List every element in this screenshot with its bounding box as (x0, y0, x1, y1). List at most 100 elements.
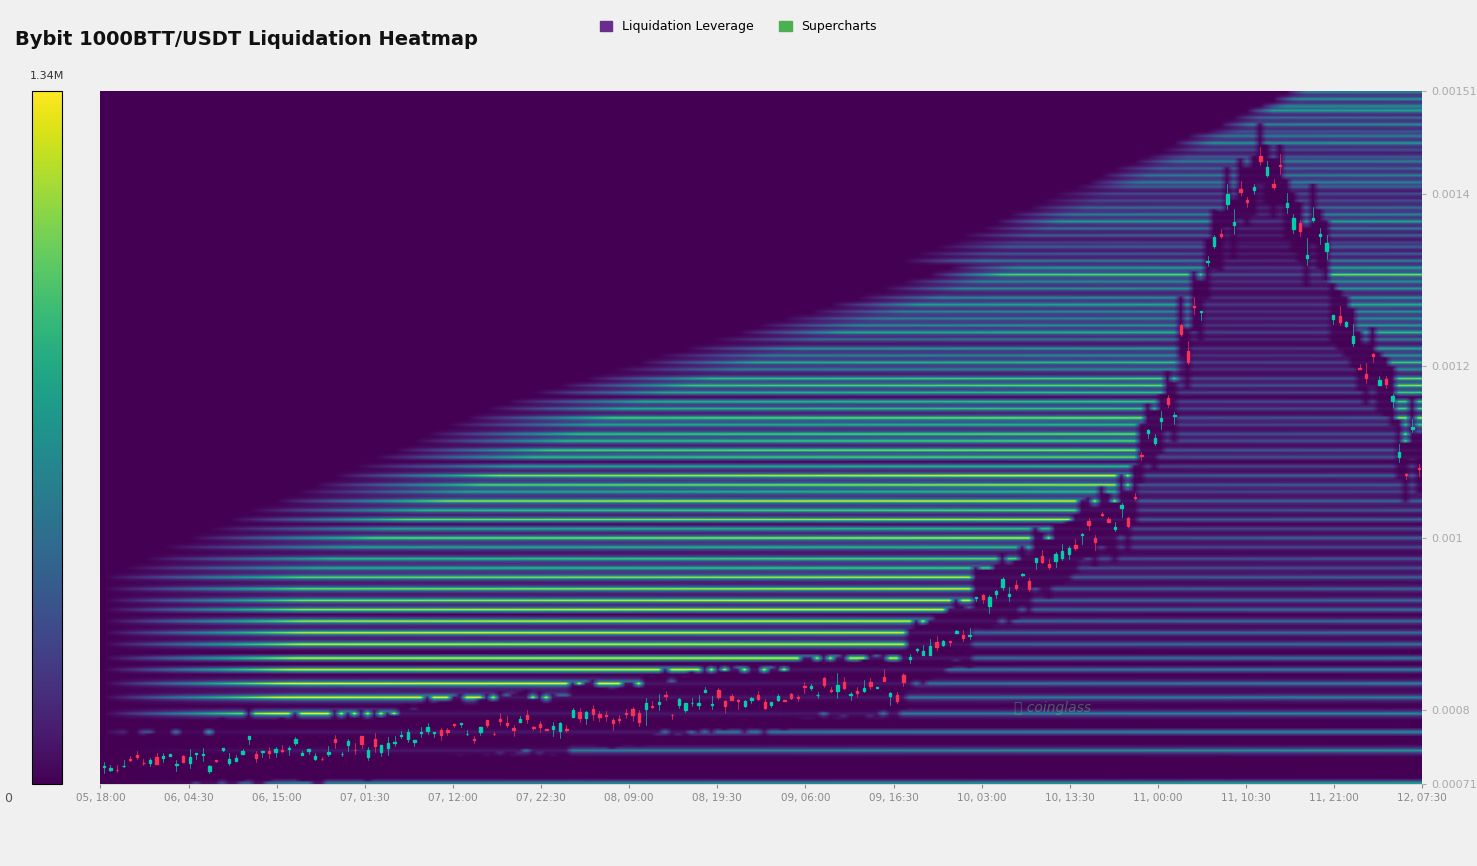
Bar (750, 698, 753, 700)
Bar (1365, 374, 1368, 378)
Bar (315, 756, 316, 759)
Bar (1213, 237, 1216, 247)
Bar (1180, 325, 1182, 333)
Bar (307, 749, 310, 752)
Bar (1154, 438, 1156, 443)
Bar (360, 736, 363, 744)
Bar (545, 729, 548, 730)
Bar (731, 696, 733, 701)
Bar (440, 731, 442, 735)
Bar (1273, 184, 1275, 187)
Bar (697, 702, 700, 705)
Bar (334, 739, 337, 741)
Bar (328, 752, 329, 754)
Bar (1399, 452, 1400, 456)
Bar (777, 696, 778, 700)
Bar (1127, 518, 1130, 526)
Bar (149, 760, 151, 763)
Bar (1114, 527, 1117, 528)
Bar (1055, 554, 1056, 561)
Bar (657, 701, 660, 704)
Bar (1260, 156, 1261, 161)
Bar (1001, 578, 1004, 587)
Bar (863, 688, 866, 691)
Bar (1385, 378, 1387, 384)
Bar (724, 701, 727, 707)
Bar (684, 703, 687, 710)
Bar (883, 677, 885, 681)
Bar (908, 657, 911, 659)
Bar (1312, 218, 1315, 220)
Bar (1372, 353, 1374, 356)
Bar (1351, 336, 1354, 344)
Bar (1359, 368, 1360, 369)
Text: 🌐 coinglass: 🌐 coinglass (1013, 701, 1092, 714)
Bar (764, 702, 767, 708)
Bar (1306, 255, 1307, 258)
Bar (453, 724, 455, 725)
Bar (387, 743, 388, 747)
Bar (830, 689, 832, 691)
Bar (592, 709, 594, 714)
Bar (459, 723, 462, 725)
Bar (948, 642, 951, 643)
Bar (705, 690, 706, 692)
Bar (1279, 165, 1282, 166)
Bar (770, 702, 772, 705)
Bar (182, 756, 185, 762)
Bar (1378, 380, 1381, 385)
Bar (1015, 585, 1018, 588)
Bar (1034, 558, 1037, 561)
Bar (1239, 189, 1242, 191)
Bar (393, 741, 396, 743)
Bar (929, 646, 931, 655)
Bar (631, 709, 634, 715)
Bar (1074, 545, 1077, 548)
Bar (347, 741, 350, 745)
Bar (1319, 235, 1320, 236)
Bar (380, 746, 383, 752)
Bar (518, 719, 521, 721)
Bar (208, 766, 211, 771)
Bar (849, 694, 852, 695)
Bar (374, 739, 375, 746)
Bar (499, 720, 502, 721)
Text: 1.34M: 1.34M (30, 70, 65, 81)
Bar (486, 721, 489, 725)
Bar (744, 701, 746, 707)
Bar (796, 696, 799, 698)
Bar (935, 642, 938, 647)
Bar (281, 750, 284, 751)
Bar (638, 713, 640, 722)
Bar (916, 649, 917, 650)
Bar (446, 730, 449, 733)
Bar (366, 750, 369, 758)
Bar (956, 630, 957, 633)
Bar (406, 732, 409, 739)
Bar (1247, 200, 1248, 203)
Bar (1199, 311, 1202, 312)
Bar (168, 754, 171, 756)
Bar (1148, 430, 1149, 433)
Bar (473, 739, 476, 740)
Bar (414, 740, 415, 742)
Bar (202, 754, 204, 755)
Bar (1140, 455, 1143, 456)
Bar (1252, 187, 1255, 191)
Bar (1009, 594, 1010, 596)
Bar (480, 727, 482, 732)
Bar (598, 714, 601, 717)
Bar (222, 748, 225, 751)
Bar (558, 723, 561, 731)
Bar (982, 595, 984, 599)
Bar (902, 675, 904, 682)
Bar (1068, 548, 1069, 554)
Bar (790, 695, 792, 698)
Bar (1121, 506, 1123, 508)
Bar (611, 721, 614, 723)
Legend: Liquidation Leverage, Supercharts: Liquidation Leverage, Supercharts (595, 15, 882, 38)
Bar (1285, 204, 1288, 207)
Bar (1094, 538, 1096, 542)
Bar (162, 756, 164, 758)
Bar (1207, 261, 1208, 262)
